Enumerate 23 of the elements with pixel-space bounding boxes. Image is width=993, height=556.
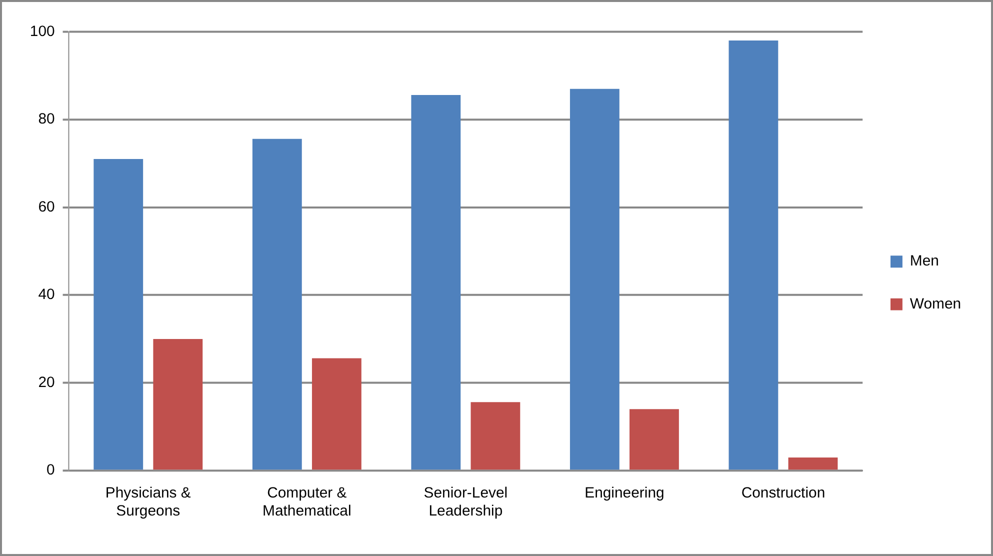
bar — [312, 358, 362, 470]
y-tick-label: 80 — [38, 112, 55, 128]
y-tick-label: 0 — [46, 462, 55, 479]
y-tick-label: 40 — [38, 287, 55, 304]
x-tick-label: Construction — [741, 486, 826, 502]
bar — [411, 94, 461, 470]
legend-label: Women — [910, 296, 962, 312]
legend-label: Men — [910, 254, 939, 270]
bar — [788, 457, 838, 470]
bar — [470, 402, 520, 470]
bar — [728, 40, 778, 470]
x-tick-label: Engineering — [584, 486, 664, 502]
bar — [630, 409, 679, 470]
bar — [153, 338, 203, 470]
x-tick-label: Senior-Level Leadership — [424, 486, 508, 520]
bar — [570, 88, 620, 470]
y-tick-label: 100 — [30, 24, 55, 40]
y-tick-label: 20 — [38, 374, 55, 391]
y-tick-label: 60 — [38, 199, 55, 216]
bar — [94, 159, 144, 470]
x-tick-label: Physicians & Surgeons — [105, 486, 191, 520]
x-tick-label: Computer & Mathematical — [262, 486, 352, 520]
bar — [252, 138, 302, 470]
